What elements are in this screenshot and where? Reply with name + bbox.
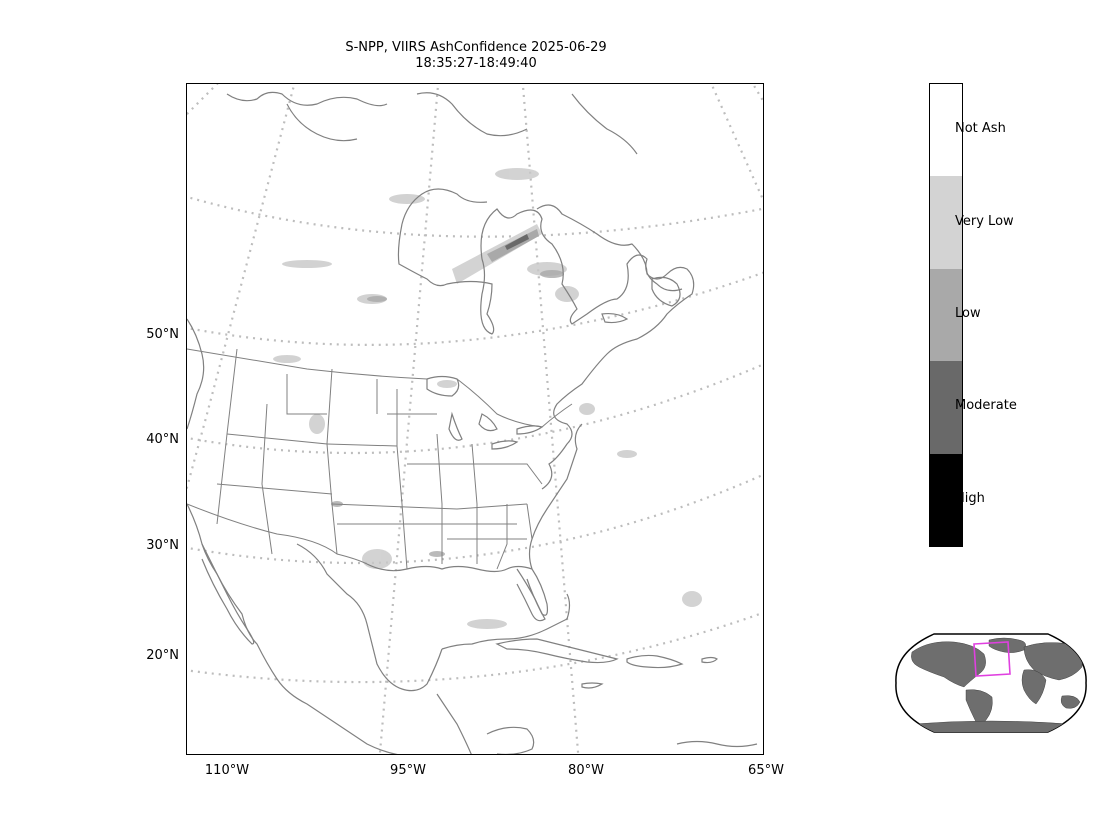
colorbar-segment-very-low (930, 176, 962, 269)
legend-label-very-low: Very Low (955, 214, 1014, 229)
lon-label-110w: 110°W (204, 763, 250, 778)
state-border (226, 433, 338, 555)
lon-label-80w: 80°W (568, 763, 604, 778)
coastline-hispaniola (626, 654, 684, 669)
inset-south-america (965, 689, 993, 725)
coastline-pei (601, 312, 629, 324)
state-border (401, 503, 408, 570)
lake-michigan (448, 411, 463, 441)
inset-africa (1021, 669, 1047, 705)
state-border (331, 503, 528, 510)
state-border (487, 463, 543, 485)
meridian-line (187, 84, 219, 116)
coastline-us-east (528, 423, 583, 570)
border-us-canada-east (456, 378, 573, 428)
legend-label-not-ash: Not Ash (955, 121, 1006, 136)
main-map-panel (186, 83, 764, 755)
coastline-arctic (226, 91, 388, 107)
parallel-line (187, 611, 763, 684)
coastline-gulf-west (296, 543, 443, 692)
coastline-venezuela (676, 740, 758, 748)
state-border (216, 348, 238, 525)
ash-confidence-colorbar (929, 83, 963, 547)
parallel-line (187, 363, 763, 455)
lon-label-95w: 95°W (390, 763, 426, 778)
world-inset-svg (895, 633, 1087, 733)
colorbar-segment-low (930, 268, 962, 362)
meridian-line (710, 84, 763, 203)
legend-label-low: Low (955, 306, 981, 321)
lat-label-20n: 20°N (146, 648, 179, 663)
state-border (286, 374, 327, 415)
coastline-newfoundland (651, 276, 681, 307)
political-borders (187, 348, 573, 570)
coastlines (187, 91, 758, 754)
state-border (436, 433, 443, 564)
state-border (496, 504, 508, 570)
coastline-gulf-north (366, 563, 549, 616)
inset-north-america (911, 641, 986, 688)
border-us-canada (187, 348, 428, 380)
ash-confidence-field (273, 168, 702, 629)
coastline-hudson-bay-north (401, 188, 488, 225)
coastline-arctic-3 (286, 103, 358, 142)
coastline-colombia (486, 726, 535, 754)
title-line-1: S-NPP, VIIRS AshConfidence 2025-06-29 (345, 40, 607, 55)
lake-huron (478, 413, 498, 432)
world-locator-map (894, 632, 1088, 734)
state-border (261, 403, 273, 555)
main-map-svg (187, 84, 763, 754)
colorbar-segment-moderate (930, 361, 962, 454)
lat-label-50n: 50°N (146, 327, 179, 342)
state-border (471, 443, 478, 564)
coastline-cuba (495, 638, 619, 664)
graticule (187, 84, 763, 754)
lake-superior (426, 375, 460, 397)
lon-label-65w: 65°W (748, 763, 784, 778)
legend-label-moderate: Moderate (955, 398, 1017, 413)
border-us-mexico (187, 503, 368, 565)
coastline-arctic-2 (416, 92, 528, 137)
parallel-line (187, 271, 763, 346)
parallel-line (187, 195, 763, 238)
map-title: S-NPP, VIIRS AshConfidence 2025-06-29 18… (186, 40, 766, 72)
coastline-baja (201, 543, 255, 645)
inset-landmasses (911, 637, 1083, 732)
ash-moderate-region (505, 234, 529, 250)
colorbar-segment-not-ash (930, 84, 962, 177)
coastline-central-america (436, 693, 472, 754)
lake-erie (491, 440, 519, 450)
meridian-line (751, 84, 763, 103)
title-line-2: 18:35:27-18:49:40 (415, 56, 537, 71)
coastline-hudson-bay (397, 208, 683, 335)
legend-label-high: High (955, 491, 985, 506)
coastline-yucatan (441, 593, 571, 650)
coastline-bc (187, 318, 205, 430)
lat-label-40n: 40°N (146, 432, 179, 447)
parallel-line (187, 473, 763, 565)
colorbar-segment-high (930, 453, 962, 547)
lake-ontario (516, 425, 544, 435)
state-border (216, 483, 333, 495)
coastline-jamaica (581, 682, 604, 689)
lat-label-30n: 30°N (146, 538, 179, 553)
state-border (326, 368, 333, 445)
coastline-baffin (571, 93, 638, 155)
inset-region-box (973, 641, 1011, 677)
coastline-labrador (536, 204, 695, 490)
coastline-puerto-rico (701, 656, 718, 664)
coastline-florida (516, 568, 546, 622)
meridian-line (187, 84, 296, 492)
coastline-pacific-mexico (187, 503, 398, 754)
inset-australia (1060, 695, 1081, 709)
state-border (526, 503, 533, 540)
meridian-line (378, 84, 440, 754)
